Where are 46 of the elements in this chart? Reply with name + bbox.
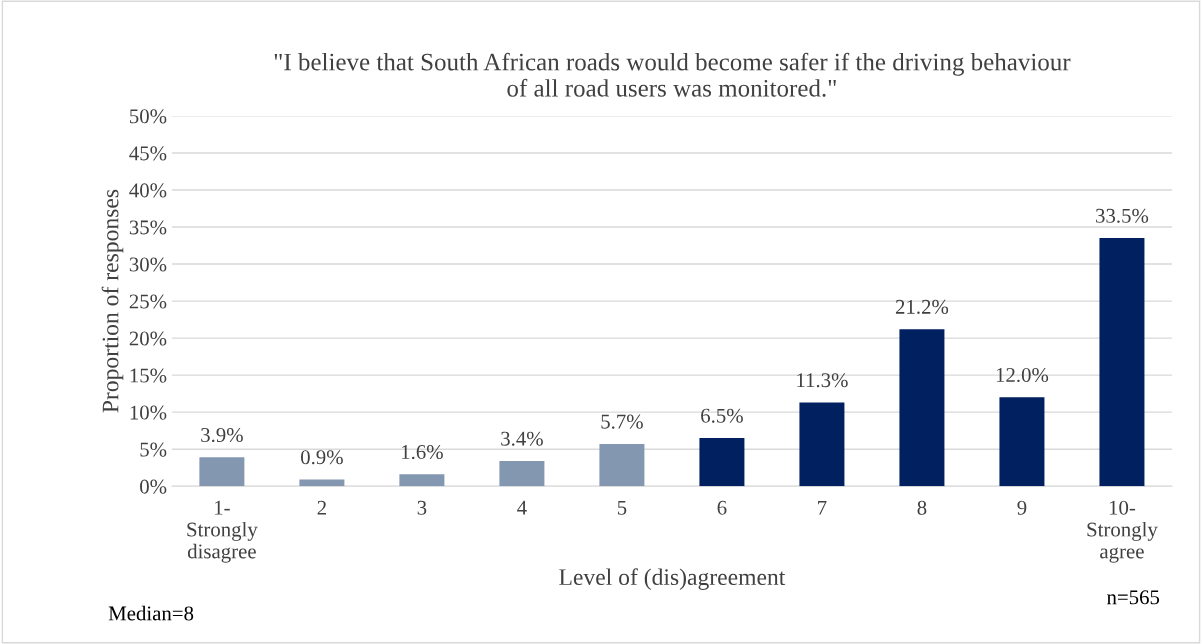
data-label: 3.4% bbox=[501, 431, 543, 446]
bar bbox=[1099, 238, 1145, 487]
data-label: 11.3% bbox=[797, 373, 848, 388]
x-tick-label: 2 bbox=[317, 500, 326, 515]
y-tick-label: 45% bbox=[129, 146, 167, 161]
bar bbox=[499, 461, 545, 487]
text: n=565 bbox=[1106, 590, 1160, 605]
data-label: 6.5% bbox=[701, 408, 743, 423]
y-tick-label: 5% bbox=[140, 442, 167, 457]
y-tick-label: 0% bbox=[140, 479, 167, 494]
x-tick-label: 9 bbox=[1017, 500, 1027, 515]
data-label: 3.9% bbox=[201, 427, 243, 443]
data-label: 12.0% bbox=[996, 367, 1049, 383]
y-tick-label: 30% bbox=[129, 257, 167, 272]
bar bbox=[299, 479, 345, 487]
x-tick-label: 1- Strongly disagree bbox=[187, 500, 258, 563]
bar bbox=[899, 329, 945, 487]
y-tick-label: 50% bbox=[130, 109, 167, 124]
bar bbox=[999, 397, 1045, 487]
y-axis-title: Proportion of responses bbox=[101, 189, 124, 413]
x-tick-label: 7 bbox=[818, 500, 827, 515]
text: Median=8 bbox=[108, 605, 194, 621]
y-tick-label: 10% bbox=[130, 405, 167, 420]
bar bbox=[399, 474, 445, 487]
y-tick-label: 40% bbox=[129, 183, 167, 198]
x-tick-label: 10- Strongly agree bbox=[1087, 500, 1158, 563]
y-tick-label: 25% bbox=[129, 294, 167, 309]
x-tick-label: 3 bbox=[417, 500, 427, 515]
y-tick-label: 35% bbox=[129, 220, 167, 235]
bar bbox=[699, 438, 745, 487]
bar bbox=[599, 444, 645, 487]
data-label: 33.5% bbox=[1096, 208, 1149, 223]
data-label: 5.7% bbox=[601, 414, 643, 429]
x-tick-label: 6 bbox=[717, 500, 727, 515]
y-tick-label: 15% bbox=[130, 368, 167, 383]
x-tick-label: 8 bbox=[917, 500, 927, 515]
x-tick-label: 4 bbox=[517, 500, 527, 515]
data-label: 21.2% bbox=[895, 299, 949, 314]
x-tick-label: 5 bbox=[617, 500, 627, 515]
chart-title: "I believe that South African roads would become safer if the driving behaviour of all road users was monitored." bbox=[274, 52, 1071, 97]
data-label: 1.6% bbox=[402, 444, 443, 460]
x-axis-title: Level of (dis)agreement bbox=[559, 568, 786, 590]
bar bbox=[199, 457, 245, 487]
data-label: 0.9% bbox=[300, 450, 343, 465]
y-tick-label: 20% bbox=[129, 331, 167, 346]
bar bbox=[799, 402, 845, 487]
